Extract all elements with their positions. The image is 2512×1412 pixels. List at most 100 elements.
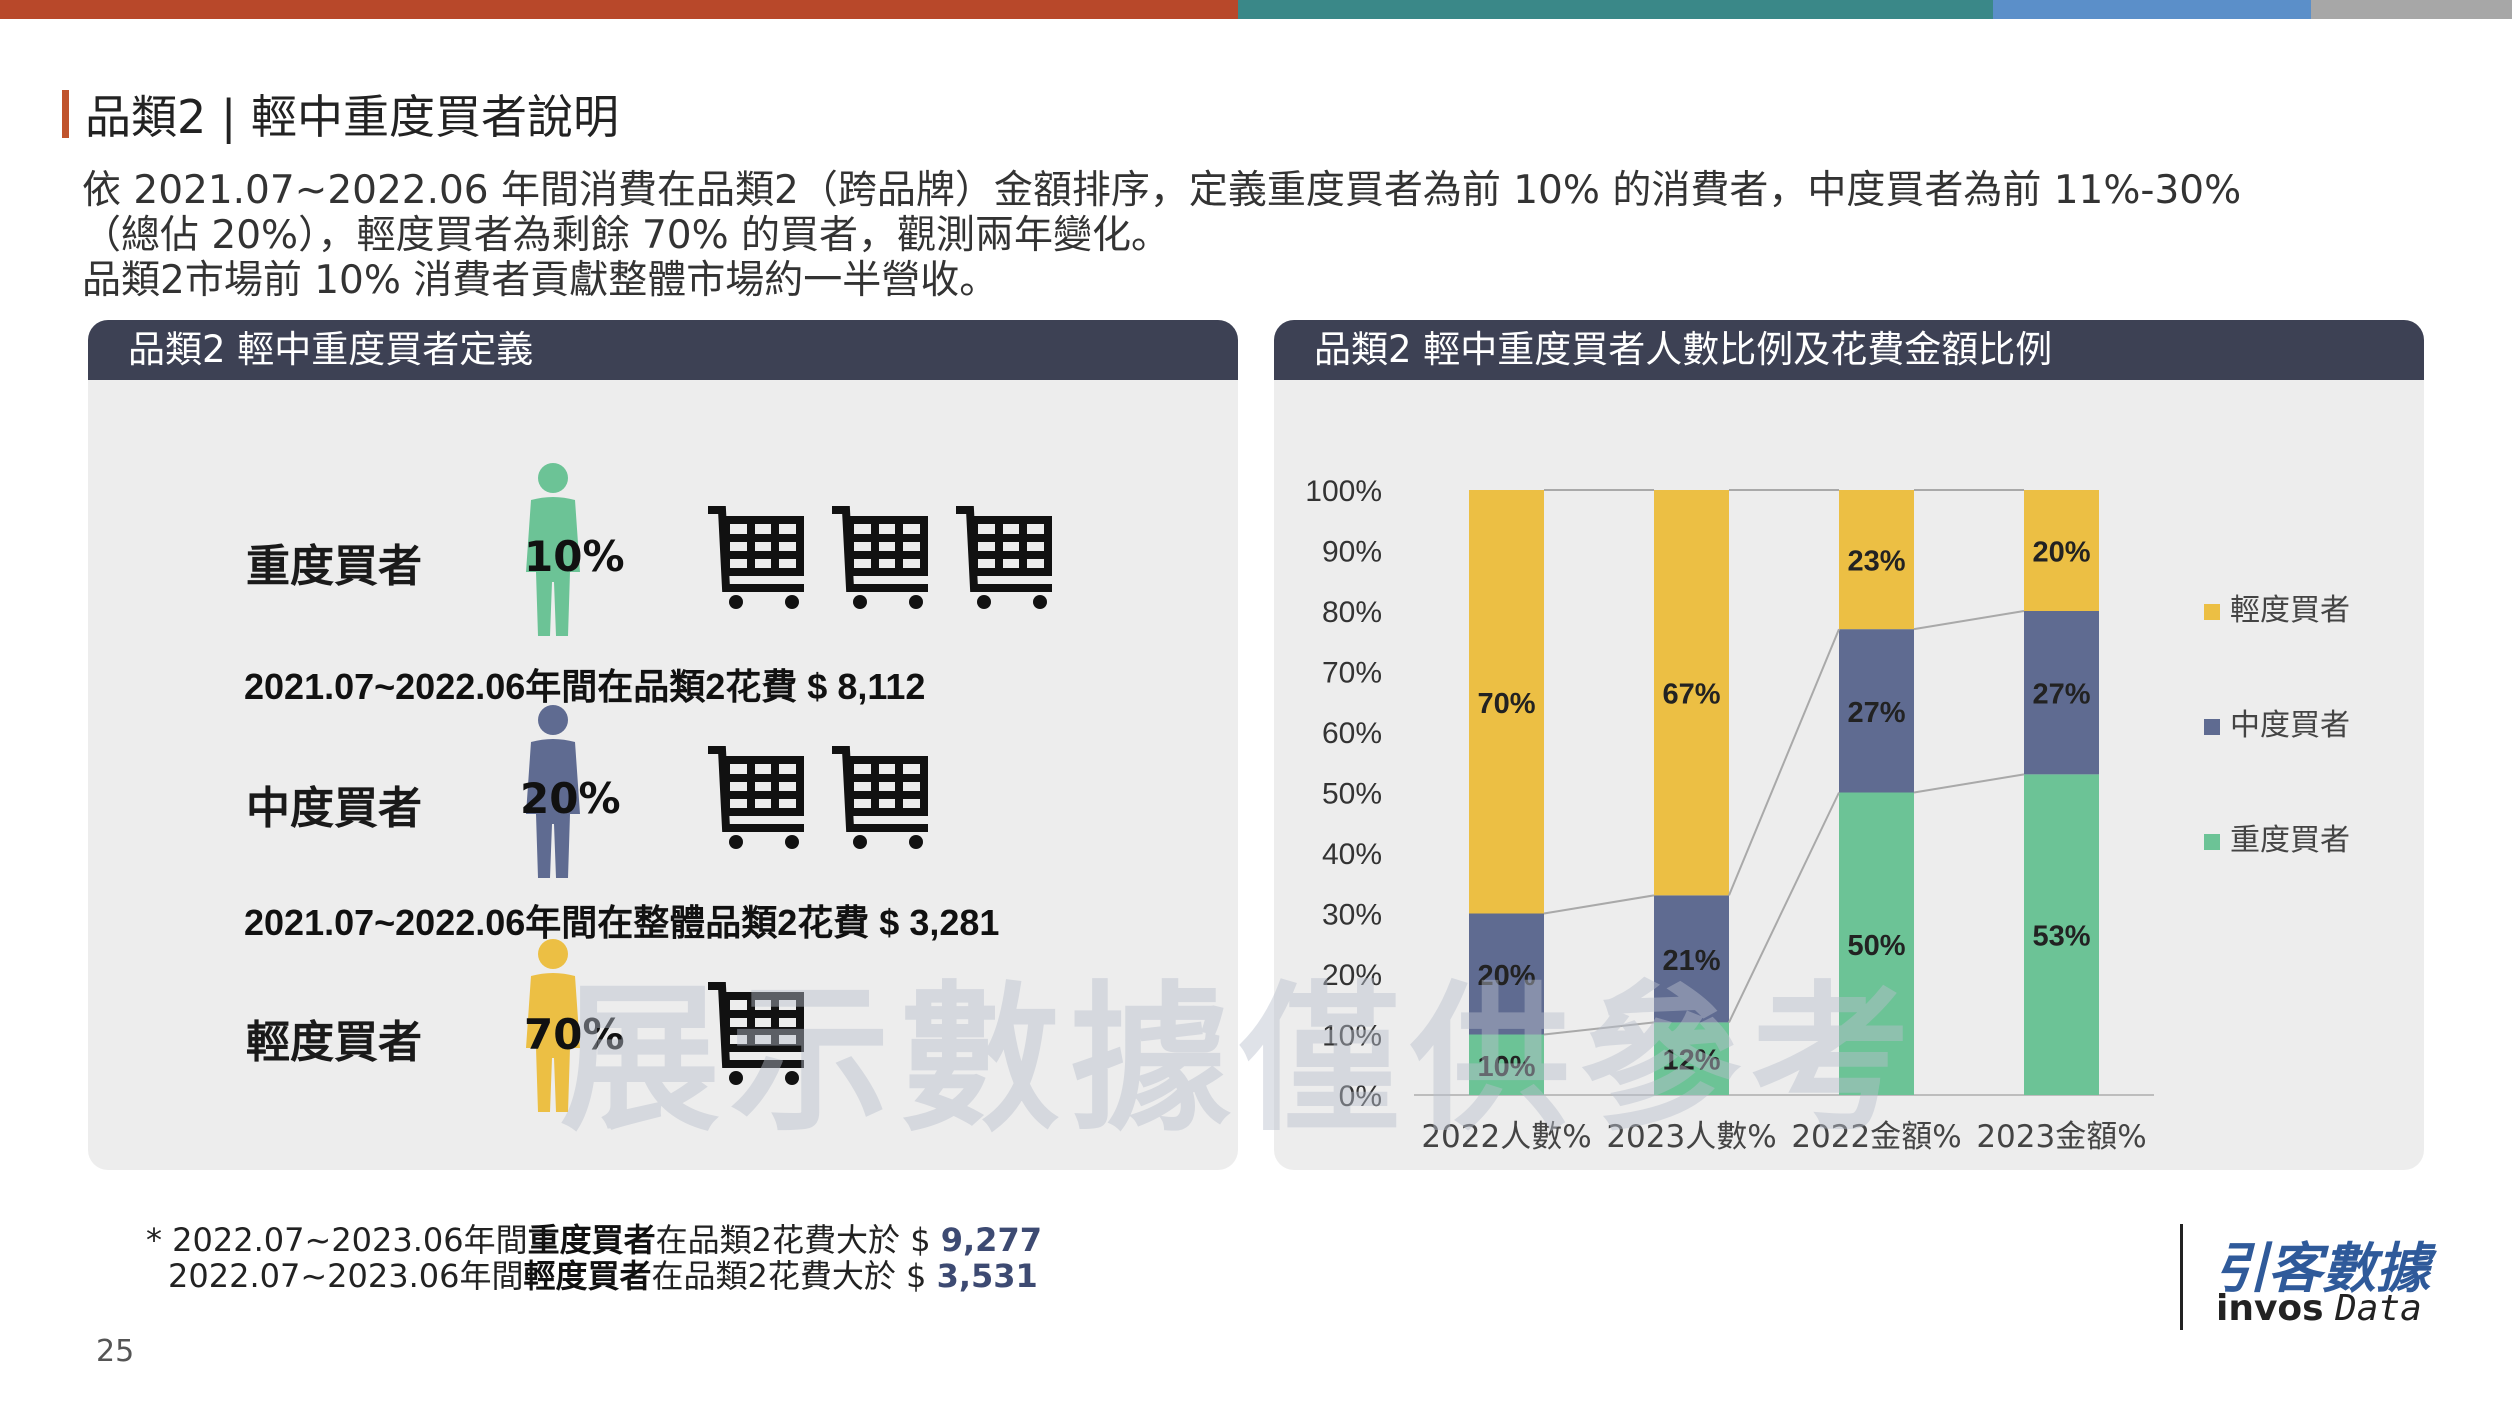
person-icon (526, 463, 580, 636)
y-tick-label: 10% (1322, 1020, 1382, 1053)
x-tick-label: 2023金額% (1976, 1119, 2146, 1155)
data-label: 27% (1847, 697, 1905, 729)
light-buyer-label: 輕度買者 (246, 1017, 422, 1068)
y-tick-label: 20% (1322, 959, 1382, 992)
medium-buyer-pct: 20% (520, 774, 621, 823)
stacked-bar-chart: 0% 10% 20% 30% 40% 50% 60% 70% 80% 90% 100% 10% 20% 7… (1305, 475, 2350, 1155)
footnote-line-2: 2022.07~2023.06年間輕度買者在品類2花費大於 $ 3,531 (146, 1258, 1042, 1294)
legend-label: 中度買者 (2230, 708, 2350, 743)
title-accent-mark (62, 90, 69, 138)
logo-english: invos Data (2216, 1288, 2422, 1329)
logo-chinese: 引客數據 (2214, 1237, 2430, 1300)
top-color-bar (0, 0, 2512, 19)
cart-icon (708, 746, 804, 849)
page-title: 品類2 | 輕中重度買者說明 (85, 90, 620, 144)
definition-panel-title: 品類2 輕中重度買者定義 (88, 320, 1238, 380)
legend-label: 重度買者 (2230, 823, 2350, 858)
data-label: 27% (2032, 679, 2090, 711)
y-tick-label: 80% (1322, 596, 1382, 629)
footnote-group: 輕度買者 (523, 1257, 652, 1295)
legend-label: 輕度買者 (2230, 593, 2350, 628)
cart-icon (708, 982, 804, 1085)
page-number: 25 (96, 1334, 135, 1369)
top-bar-segment-3 (1993, 0, 2311, 19)
top-bar-segment-4 (2311, 0, 2512, 19)
person-icon (526, 939, 580, 1112)
logo-divider (2180, 1224, 2183, 1330)
bar-segment-1 (1469, 1034, 1544, 1095)
footnote-group: 重度買者 (527, 1221, 656, 1259)
data-label: 23% (1847, 546, 1905, 578)
cart-icon (832, 506, 928, 609)
series-line (1913, 773, 2025, 794)
medium-buyer-label: 中度買者 (246, 783, 422, 834)
y-tick-label: 30% (1322, 899, 1382, 932)
legend-swatch (2204, 834, 2220, 850)
footnote-period: 2022.07~2023.06年間 (172, 1221, 528, 1259)
logo-english-bold: invos (2216, 1288, 2324, 1329)
y-tick-label: 50% (1322, 778, 1382, 811)
cart-icon (832, 746, 928, 849)
y-tick-label: 0% (1339, 1080, 1382, 1113)
top-bar-segment-1 (0, 0, 1238, 19)
data-label: 21% (1662, 945, 1720, 977)
data-label: 20% (2032, 537, 2090, 569)
description-line-1: 依 2021.07~2022.06 年間消費在品類2（跨品牌）金額排序，定義重度… (82, 168, 2242, 213)
series-line (1543, 1021, 1655, 1036)
bar-segment-2 (1839, 629, 1914, 793)
bar-segment-1 (1839, 792, 1914, 1095)
footnote-value: 9,277 (940, 1221, 1042, 1259)
cart-icon (956, 506, 1052, 609)
series-line (1543, 894, 1655, 915)
y-tick-label: 70% (1322, 657, 1382, 690)
bar-segment-3 (2024, 490, 2099, 611)
footnote-prefix: * (146, 1221, 173, 1259)
y-tick-label: 40% (1322, 838, 1382, 871)
y-tick-label: 60% (1322, 717, 1382, 750)
footnote-line-1: * 2022.07~2023.06年間重度買者在品類2花費大於 $ 9,277 (146, 1222, 1042, 1258)
footnote: * 2022.07~2023.06年間重度買者在品類2花費大於 $ 9,277 … (146, 1222, 1042, 1294)
bar-segment-1 (2024, 774, 2099, 1095)
footnote-period: 2022.07~2023.06年間 (168, 1257, 524, 1295)
series-line (1913, 610, 2025, 631)
y-tick-label: 100% (1305, 475, 1382, 508)
cart-icon (708, 506, 804, 609)
medium-buyer-note: 2021.07~2022.06年間在整體品類2花費 $ 3,281 (244, 902, 1000, 943)
bar-segment-2 (1654, 895, 1729, 1023)
heavy-buyer-label: 重度買者 (246, 541, 422, 592)
data-label: 12% (1662, 1045, 1720, 1077)
bar-segment-3 (1469, 490, 1544, 914)
legend-swatch (2204, 719, 2220, 735)
data-label: 20% (1477, 960, 1535, 992)
description-line-2: （總佔 20%），輕度買者為剩餘 70% 的買者，觀測兩年變化。 (82, 213, 1171, 258)
series-line (1728, 628, 1840, 896)
x-tick-label: 2022人數% (1421, 1119, 1591, 1155)
bar-segment-3 (1839, 490, 1914, 630)
data-label: 67% (1662, 679, 1720, 711)
person-icon (526, 705, 580, 878)
bar-segment-2 (2024, 611, 2099, 775)
legend-swatch (2204, 604, 2220, 620)
bar-segment-3 (1654, 490, 1729, 896)
data-label: 10% (1477, 1051, 1535, 1083)
heavy-buyer-note: 2021.07~2022.06年間在品類2花費 $ 8,112 (244, 666, 926, 707)
heavy-buyer-pct: 10% (524, 532, 625, 581)
definition-panel: 品類2 輕中重度買者定義 重度買者 10% 2021.07~2022.06年間在… (88, 320, 1238, 1170)
description: 依 2021.07~2022.06 年間消費在品類2（跨品牌）金額排序，定義重度… (82, 168, 2462, 303)
footnote-value: 3,531 (936, 1257, 1038, 1295)
x-tick-label: 2022金額% (1791, 1119, 1961, 1155)
chart-panel-title: 品類2 輕中重度買者人數比例及花費金額比例 (1274, 320, 2424, 380)
bar-segment-1 (1654, 1022, 1729, 1095)
data-label: 70% (1477, 688, 1535, 720)
data-label: 53% (2032, 921, 2090, 953)
footnote-text: 在品類2花費大於 $ (651, 1257, 937, 1295)
x-tick-label: 2023人數% (1606, 1119, 1776, 1155)
chart-panel: 品類2 輕中重度買者人數比例及花費金額比例 0% 10% 20% 30% 40% 50% 6… (1274, 320, 2424, 1170)
series-line (1728, 792, 1840, 1023)
title-row: 品類2 | 輕中重度買者說明 (62, 86, 619, 144)
footnote-text: 在品類2花費大於 $ (655, 1221, 941, 1259)
y-tick-label: 90% (1322, 536, 1382, 569)
top-bar-segment-2 (1238, 0, 1993, 19)
logo-english-italic: Data (2335, 1288, 2422, 1329)
description-line-3: 品類2市場前 10% 消費者貢獻整體市場約一半營收。 (82, 258, 999, 303)
